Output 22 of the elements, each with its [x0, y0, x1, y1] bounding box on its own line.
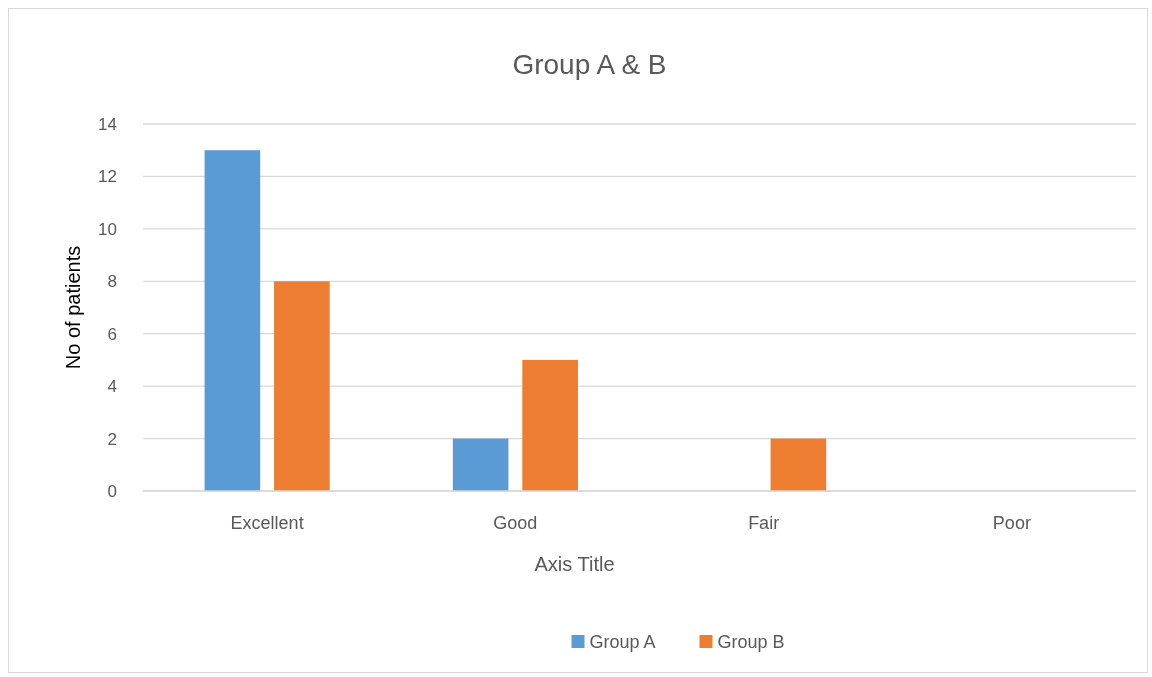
y-tick-label: 2	[107, 429, 117, 449]
bar	[452, 438, 509, 491]
bar	[274, 281, 330, 491]
x-tick-label: Excellent	[230, 513, 304, 533]
x-tick-label: Good	[493, 513, 538, 533]
bar	[770, 438, 827, 491]
y-tick-label: 6	[107, 324, 117, 344]
legend-label: Group A	[589, 632, 656, 652]
x-tick-label: Poor	[992, 513, 1031, 533]
x-axis-title: Axis Title	[534, 553, 615, 575]
y-tick-label: 14	[98, 114, 117, 134]
y-tick-label: 12	[98, 167, 117, 187]
chart-title: Group A & B	[512, 49, 667, 80]
y-axis-title: No of patients	[62, 245, 84, 370]
y-tick-label: 8	[107, 272, 117, 292]
y-tick-label: 0	[107, 481, 117, 501]
x-tick-label: Fair	[748, 513, 780, 533]
legend-label: Group B	[717, 632, 785, 652]
y-tick-label: 4	[107, 377, 117, 397]
bar	[204, 150, 261, 491]
y-tick-label: 10	[98, 219, 117, 239]
bar	[522, 359, 578, 491]
